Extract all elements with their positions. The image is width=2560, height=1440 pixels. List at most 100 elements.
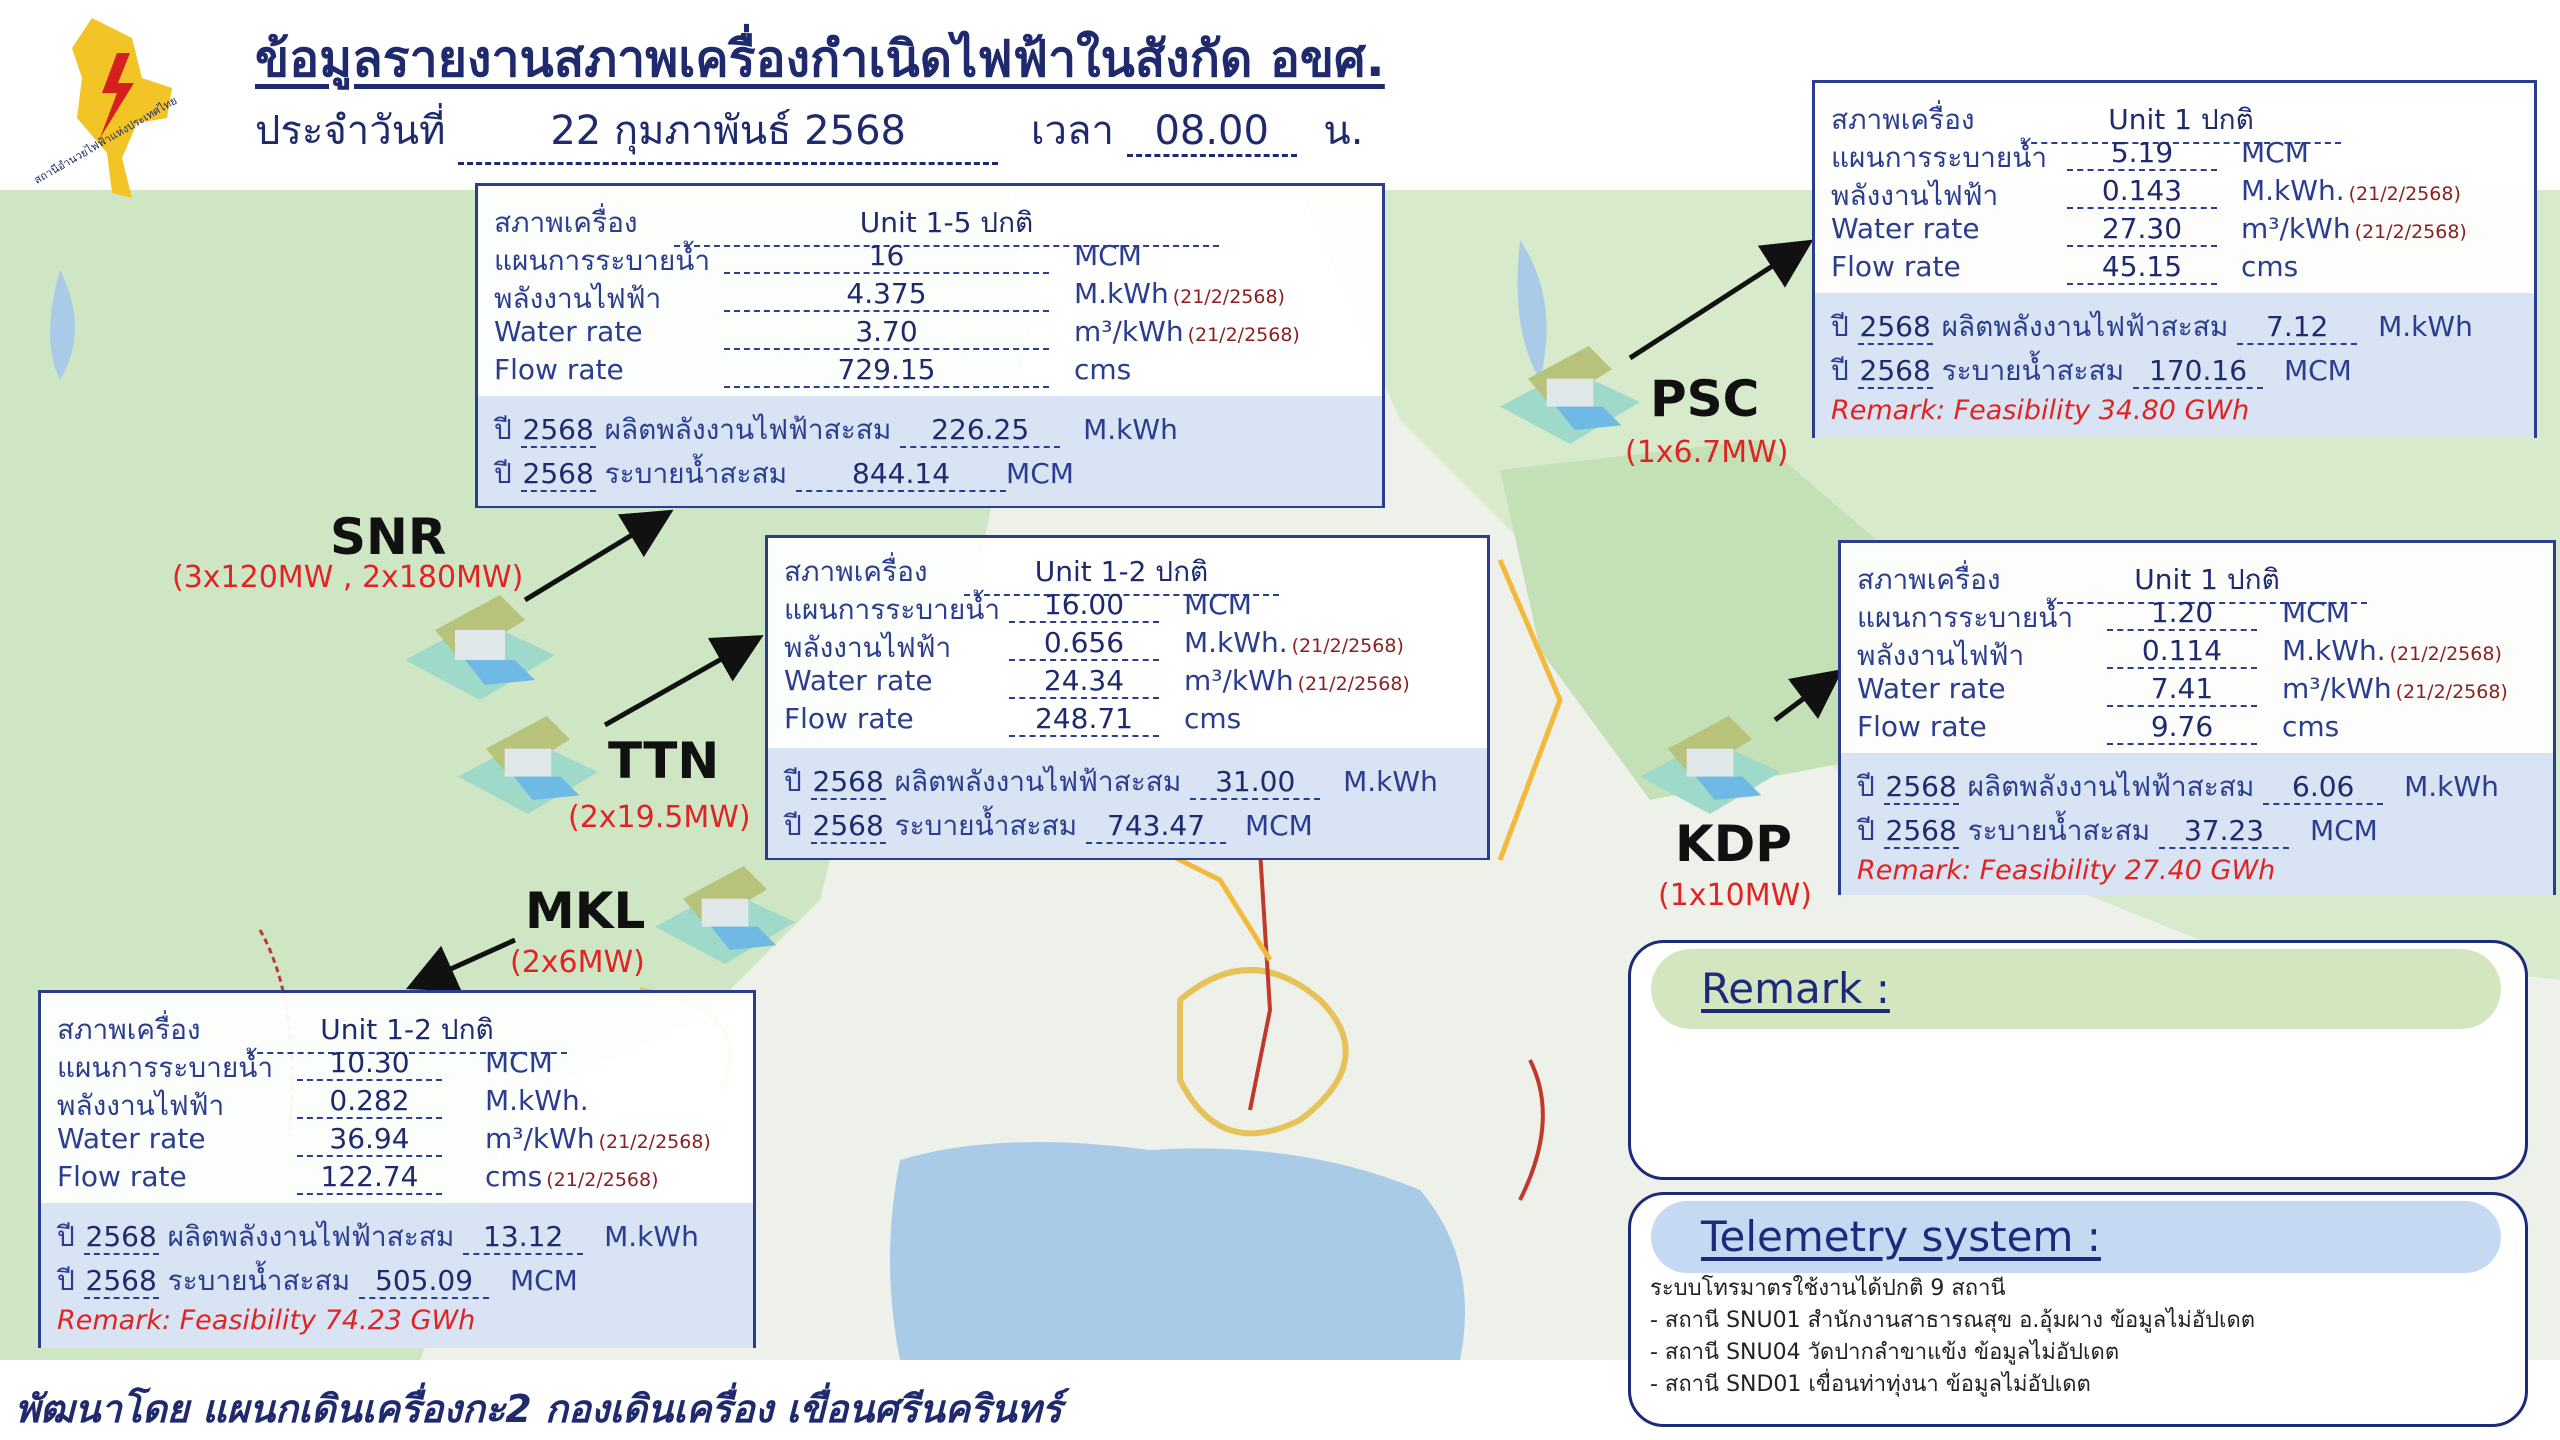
water-rate-value: 27.30 [2067,212,2217,247]
status-value: Unit 1 ปกติ [2021,98,2341,144]
energy-value: 0.114 [2107,634,2257,669]
telemetry-box: Telemetry system : [1628,1192,2528,1427]
status-value: Unit 1-2 ปกติ [964,550,1279,596]
plan-value: 10.30 [297,1046,442,1081]
plan-label: แผนการระบายน้ำ [1857,601,2074,634]
energy-value: 0.656 [1009,626,1159,661]
station-panel-snr: สภาพเครื่อง Unit 1-5 ปกติ แผนการระบายน้ำ 1… [475,183,1385,508]
acc-release-unit: MCM [509,1264,578,1297]
acc-release-label: ระบายน้ำสะสม [167,1264,351,1297]
acc-release-value: 37.23 [2159,814,2290,849]
status-label: สภาพเครื่อง [784,555,928,588]
water-rate-label: Water rate [57,1122,206,1155]
flow-rate-value: 9.76 [2107,710,2257,745]
year-label: ปี [784,765,802,798]
summary-section: ปี 2568 ผลิตพลังงานไฟฟ้าสะสม 31.00 M.kWh… [768,748,1487,858]
acc-release-unit: MCM [1006,457,1074,490]
acc-release-unit: MCM [1244,809,1313,842]
status-value: Unit 1-5 ปกติ [674,201,1219,247]
acc-energy-label: ผลิตพลังงานไฟฟ้าสะสม [167,1220,455,1253]
energy-note: (21/2/2568) [1291,635,1404,657]
acc-energy-value: 6.06 [2263,770,2384,805]
station-name-snr: SNR [330,508,447,566]
year-label: ปี [1831,354,1849,387]
year-label: ปี [1857,814,1875,847]
station-capacity-ttn: (2x19.5MW) [568,800,751,835]
acc-energy-label: ผลิตพลังงานไฟฟ้าสะสม [894,765,1182,798]
telemetry-title: Telemetry system : [1651,1201,2501,1273]
energy-unit: M.kWh. [485,1084,589,1117]
acc-release-unit: MCM [2283,354,2352,387]
year-label: ปี [57,1264,75,1297]
date-label: ประจำวันที่ [255,108,446,154]
flow-rate-label: Flow rate [784,702,914,735]
telemetry-line: - สถานี SND01 เขื่อนท่าทุ่งนา ข้อมูลไม่อ… [1650,1372,2091,1397]
year-value: 2568 [1883,770,1959,805]
acc-energy-value: 13.12 [463,1220,584,1255]
plan-value: 1.20 [2107,596,2257,631]
plan-label: แผนการระบายน้ำ [494,244,711,277]
year-value: 2568 [83,1220,159,1255]
plan-value: 16 [724,239,1049,274]
acc-energy-label: ผลิตพลังงานไฟฟ้าสะสม [1967,770,2255,803]
footer-credit: พัฒนาโดย แผนกเดินเครื่องกะ2 กองเดินเครื่… [15,1387,1062,1431]
water-rate-label: Water rate [784,664,933,697]
water-rate-value: 24.34 [1009,664,1159,699]
station-name-ttn: TTN [608,732,720,790]
plan-unit: MCM [485,1046,553,1079]
station-panel-ttn: สภาพเครื่อง Unit 1-2 ปกติ แผนการระบายน้ำ 1… [765,535,1490,860]
energy-unit: M.kWh [1074,277,1169,310]
dam-icon [655,866,795,964]
year-value: 2568 [520,413,596,448]
station-capacity-kdp: (1x10MW) [1658,878,1812,913]
energy-value: 4.375 [724,277,1049,312]
flow-rate-value: 45.15 [2067,250,2217,285]
station-capacity-snr: (3x120MW , 2x180MW) [172,560,524,595]
status-label: สภาพเครื่อง [57,1013,201,1046]
plan-label: แผนการระบายน้ำ [784,593,1001,626]
feasibility-remark: Remark: Feasibility 27.40 GWh [1857,855,2276,886]
energy-label: พลังงานไฟฟ้า [1857,639,2025,672]
telemetry-line: - สถานี SNU04 วัดปากลำขาแข้ง ข้อมูลไม่อั… [1650,1340,2120,1365]
acc-energy-value: 7.12 [2237,310,2358,345]
energy-value: 0.143 [2067,174,2217,209]
year-value: 2568 [810,809,886,844]
acc-release-unit: MCM [2309,814,2378,847]
status-label: สภาพเครื่อง [1857,563,2001,596]
energy-note: (21/2/2568) [2348,183,2461,205]
year-value: 2568 [1883,814,1959,849]
plan-unit: MCM [2241,136,2309,169]
summary-section: ปี 2568 ผลิตพลังงานไฟฟ้าสะสม 13.12 M.kWh… [41,1203,753,1348]
acc-energy-unit: M.kWh [2404,770,2499,803]
plan-unit: MCM [2282,596,2350,629]
feasibility-remark: Remark: Feasibility 74.23 GWh [57,1305,476,1336]
report-date-line: ประจำวันที่ 22 กุมภาพันธ์ 2568 เวลา 08.0… [255,98,1363,165]
time-unit: น. [1323,108,1364,154]
energy-value: 0.282 [297,1084,442,1119]
acc-release-value: 743.47 [1086,809,1227,844]
acc-energy-unit: M.kWh [604,1220,699,1253]
telemetry-line: ระบบโทรมาตรใช้งานได้ปกติ 9 สถานี [1650,1276,2006,1301]
year-label: ปี [494,413,512,446]
year-value: 2568 [810,765,886,800]
plan-value: 5.19 [2067,136,2217,171]
acc-energy-unit: M.kWh [1343,765,1438,798]
station-capacity-mkl: (2x6MW) [510,945,645,980]
water-rate-value: 36.94 [297,1122,442,1157]
dam-icon [1500,346,1640,444]
date-value: 22 กุมภาพันธ์ 2568 [458,98,999,165]
summary-section: ปี 2568 ผลิตพลังงานไฟฟ้าสะสม 7.12 M.kWh … [1815,293,2534,438]
flow-rate-label: Flow rate [57,1160,187,1193]
acc-release-label: ระบายน้ำสะสม [1941,354,2125,387]
acc-energy-unit: M.kWh [1083,413,1178,446]
flow-rate-value: 122.74 [297,1160,442,1195]
water-rate-unit: m³/kWh [2241,212,2351,245]
year-value: 2568 [83,1264,159,1299]
water-rate-unit: m³/kWh [2282,672,2392,705]
flow-rate-label: Flow rate [494,353,624,386]
year-value: 2568 [1857,310,1933,345]
time-value: 08.00 [1126,108,1297,157]
year-value: 2568 [1857,354,1933,389]
flow-rate-unit: cms [2282,710,2340,743]
